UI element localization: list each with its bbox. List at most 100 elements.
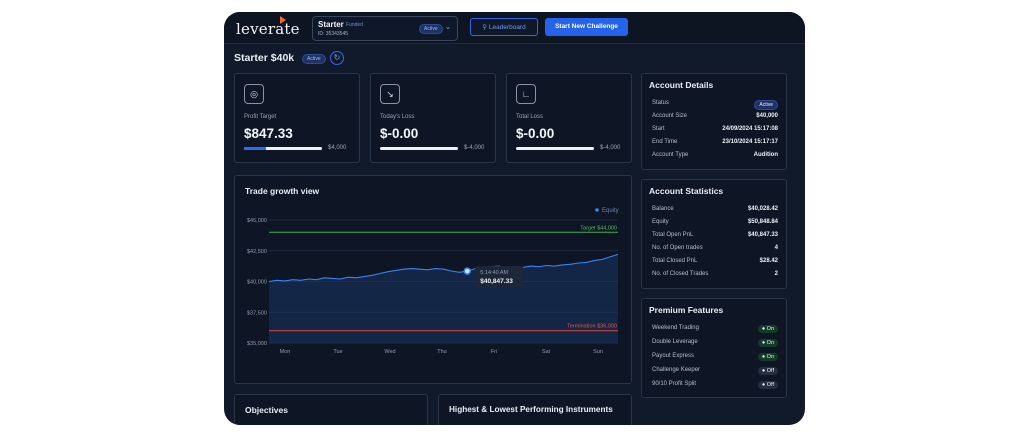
trade-growth-chart: $45,000 $42,500 $40,000 $37,500 $35,000 Mon T… bbox=[247, 208, 619, 355]
instruments-title: Highest & Lowest Performing Instruments bbox=[449, 405, 613, 414]
stat-val: 4 bbox=[774, 245, 778, 251]
stat-key: Equity bbox=[652, 219, 669, 225]
detail-row: End Time 23/10/2024 15:17:17 bbox=[652, 139, 778, 149]
stat-value: $847.33 bbox=[244, 126, 293, 141]
stat-val: 2 bbox=[774, 271, 778, 277]
x-tick-label: Wed bbox=[384, 349, 395, 355]
stat-row: No. of Open trades 4 bbox=[652, 245, 778, 255]
feature-row-profit-split: 90/10 Profit Split ● Off bbox=[652, 381, 778, 391]
equity-line bbox=[268, 253, 619, 283]
y-tick-label: $45,000 bbox=[247, 218, 267, 224]
stat-row: Total Closed PnL $28.42 bbox=[652, 258, 778, 268]
account-name: Starter bbox=[318, 20, 344, 29]
feature-toggle[interactable]: ● On bbox=[757, 325, 778, 333]
refresh-icon[interactable]: ↻ bbox=[330, 51, 344, 65]
stat-row: Total Open PnL $40,847.33 bbox=[652, 232, 778, 242]
trophy-icon: ⚲ bbox=[482, 24, 488, 31]
chart-icon: ∟ bbox=[516, 84, 536, 104]
feature-toggle[interactable]: ● On bbox=[757, 339, 778, 347]
chart-title: Trade growth view bbox=[245, 186, 320, 196]
objectives-card: Objectives bbox=[234, 394, 428, 425]
start-new-challenge-button[interactable]: Start New Challenge bbox=[545, 18, 628, 36]
stat-key: No. of Open trades bbox=[652, 245, 703, 251]
x-tick-label: Fri bbox=[491, 349, 497, 355]
logo: leverate bbox=[236, 20, 300, 38]
detail-row: Start 24/09/2024 15:17:08 bbox=[652, 126, 778, 136]
feature-row-weekend-trading: Weekend Trading ● On bbox=[652, 325, 778, 335]
y-tick-label: $35,000 bbox=[247, 341, 267, 347]
x-tick-label: Mon bbox=[280, 349, 291, 355]
app-window: leverate Starter Funded ID: 35343545 Act… bbox=[224, 12, 805, 425]
stat-val: $40,028.42 bbox=[747, 206, 778, 212]
account-details-card: Account Details Status Active Account Siz… bbox=[641, 73, 787, 170]
detail-key: Account Size bbox=[652, 113, 688, 119]
detail-key: Start bbox=[652, 126, 665, 132]
progress-fill bbox=[244, 147, 266, 150]
instruments-card: Highest & Lowest Performing Instruments bbox=[438, 394, 632, 425]
feature-toggle[interactable]: ● On bbox=[757, 353, 778, 361]
stat-val: $40,847.33 bbox=[747, 232, 778, 238]
stat-key: Total Open PnL bbox=[652, 232, 694, 238]
detail-key: Account Type bbox=[652, 152, 689, 158]
detail-row: Account Type Audition bbox=[652, 152, 778, 162]
x-tick-label: Sun bbox=[593, 349, 603, 355]
tooltip-time: 5:14:40 AM bbox=[480, 270, 508, 276]
feature-toggle[interactable]: ● Off bbox=[757, 367, 778, 375]
stat-label: Profit Target bbox=[244, 114, 277, 120]
account-status-badge: Active bbox=[419, 24, 443, 34]
feature-row-double-leverage: Double Leverage ● On bbox=[652, 339, 778, 349]
tooltip-point[interactable] bbox=[463, 267, 472, 275]
account-statistics-card: Account Statistics Balance $40,028.42 Equ… bbox=[641, 179, 787, 289]
feature-toggle[interactable]: ● Off bbox=[757, 381, 778, 389]
stat-row: No. of Closed Trades 2 bbox=[652, 271, 778, 281]
stat-val: $50,848.84 bbox=[747, 219, 778, 225]
trade-growth-chart-card: Trade growth view $45,000 $42,500 $40,000 $… bbox=[234, 175, 632, 384]
stat-val: $28.42 bbox=[759, 258, 778, 264]
page-status-badge: Active bbox=[302, 54, 326, 64]
account-statistics-title: Account Statistics bbox=[649, 186, 724, 196]
trending-down-icon: ↘ bbox=[380, 84, 400, 104]
account-id: ID: 35343545 bbox=[318, 31, 349, 37]
top-bar: leverate Starter Funded ID: 35343545 Act… bbox=[224, 12, 805, 44]
stat-cap: $-4,000 bbox=[600, 145, 621, 151]
y-tick-label: $37,500 bbox=[247, 310, 267, 316]
legend-dot bbox=[595, 208, 599, 212]
account-details-title: Account Details bbox=[649, 80, 714, 90]
detail-value: 23/10/2024 15:17:17 bbox=[722, 139, 778, 145]
total-loss-card: ∟ Total Loss $-0.00 $-4,000 bbox=[506, 73, 632, 163]
feature-key: Weekend Trading bbox=[652, 325, 699, 331]
logo-mark-icon bbox=[280, 16, 286, 24]
detail-row: Account Size $40,000 bbox=[652, 113, 778, 123]
profit-target-card: ◎ Profit Target $847.33 $4,000 bbox=[234, 73, 360, 163]
detail-value: 24/09/2024 15:17:08 bbox=[722, 126, 778, 132]
stat-key: No. of Closed Trades bbox=[652, 271, 709, 277]
x-tick-label: Tue bbox=[333, 349, 342, 355]
detail-value: Audition bbox=[753, 152, 778, 158]
detail-key: Status bbox=[652, 100, 670, 106]
feature-key: Double Leverage bbox=[652, 339, 698, 345]
leaderboard-button[interactable]: ⚲ Leaderboard bbox=[470, 18, 538, 36]
progress-bar bbox=[380, 147, 458, 150]
todays-loss-card: ↘ Today's Loss $-0.00 $-4,000 bbox=[370, 73, 496, 163]
stat-value: $-0.00 bbox=[516, 126, 555, 141]
feature-key: Payout Express bbox=[652, 353, 695, 359]
stat-row: Balance $40,028.42 bbox=[652, 206, 778, 216]
x-tick-label: Thu bbox=[437, 349, 446, 355]
feature-key: Challenge Keeper bbox=[652, 367, 701, 373]
detail-key: End Time bbox=[652, 139, 678, 145]
target-icon: ◎ bbox=[244, 84, 264, 104]
account-selector[interactable]: Starter Funded ID: 35343545 Active ⌄ bbox=[312, 16, 458, 41]
target-label: Target $44,000 bbox=[580, 225, 617, 231]
objectives-title: Objectives bbox=[245, 405, 288, 415]
premium-features-card: Premium Features Weekend Trading ● On Dou… bbox=[641, 298, 787, 398]
termination-label: Termination $36,000 bbox=[567, 324, 617, 330]
stat-value: $-0.00 bbox=[380, 126, 419, 141]
account-type: Funded bbox=[346, 22, 363, 28]
equity-area bbox=[269, 254, 618, 343]
premium-features-title: Premium Features bbox=[649, 305, 724, 315]
stat-label: Total Loss bbox=[516, 114, 544, 120]
stat-row: Equity $50,848.84 bbox=[652, 219, 778, 229]
feature-row-payout-express: Payout Express ● On bbox=[652, 353, 778, 363]
legend-equity: Equity bbox=[602, 208, 619, 214]
detail-row-status: Status Active bbox=[652, 100, 778, 110]
